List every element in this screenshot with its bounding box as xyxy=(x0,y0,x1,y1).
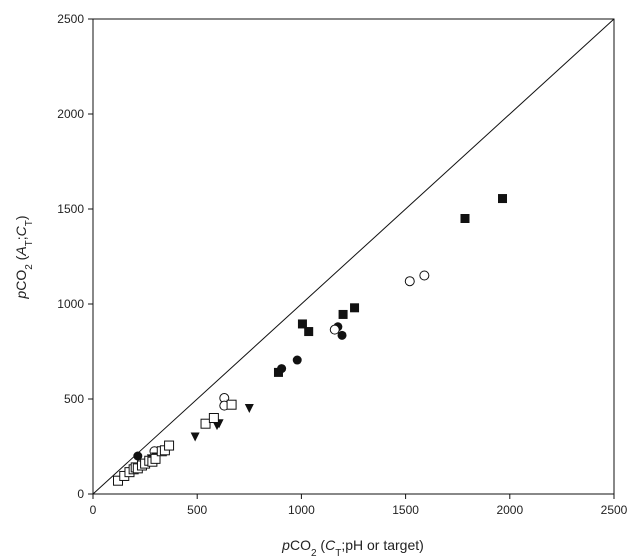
data-point-filled-square xyxy=(498,194,508,204)
y-tick-label: 1500 xyxy=(57,202,84,216)
axis-ticks: 0 500 1000 1500 2000 2500 0 500 1000 1500 2000 2500 xyxy=(57,12,627,517)
one-to-one-line-path xyxy=(92,18,615,495)
data-point-open-square xyxy=(164,440,175,451)
data-points xyxy=(113,194,508,486)
data-point-open-square xyxy=(150,453,161,464)
x-tick-label: 1500 xyxy=(392,503,419,517)
data-point-filled-circle xyxy=(133,451,143,461)
data-point-filled-square xyxy=(297,319,307,329)
data-point-filled-square xyxy=(338,309,348,319)
y-tick-label: 0 xyxy=(77,487,84,501)
x-tick-label: 2000 xyxy=(496,503,523,517)
data-point-filled-square xyxy=(304,327,314,337)
x-tick-label: 1000 xyxy=(288,503,315,517)
data-point-open-square xyxy=(200,418,211,429)
data-point-filled-triangle-down xyxy=(244,404,254,413)
x-tick-label: 500 xyxy=(187,503,207,517)
x-axis-title: pCO2 (CT;pH or target) xyxy=(281,537,424,556)
x-tick-label: 0 xyxy=(90,503,97,517)
data-point-open-circle xyxy=(404,276,415,287)
y-tick-label: 2000 xyxy=(57,107,84,121)
data-point-filled-square xyxy=(460,214,470,223)
one-to-one-line xyxy=(92,18,615,495)
data-point-open-square xyxy=(208,413,219,423)
x-tick-label: 2500 xyxy=(601,503,628,517)
data-point-open-circle xyxy=(329,324,340,335)
y-tick-label: 1000 xyxy=(57,297,84,311)
y-tick-label: 500 xyxy=(64,392,84,406)
data-point-filled-square xyxy=(273,367,283,377)
data-point-filled-circle xyxy=(277,364,287,374)
plot-frame xyxy=(92,18,615,495)
data-point-filled-circle xyxy=(337,330,347,340)
data-point-open-circle xyxy=(419,270,430,281)
data-point-open-square xyxy=(226,399,237,410)
data-point-filled-triangle-down xyxy=(190,432,200,442)
data-point-filled-square xyxy=(350,303,360,313)
y-tick-label: 2500 xyxy=(57,12,84,26)
data-point-filled-circle xyxy=(292,355,302,365)
y-axis-title: pCO2 (AT;CT) xyxy=(13,215,35,299)
